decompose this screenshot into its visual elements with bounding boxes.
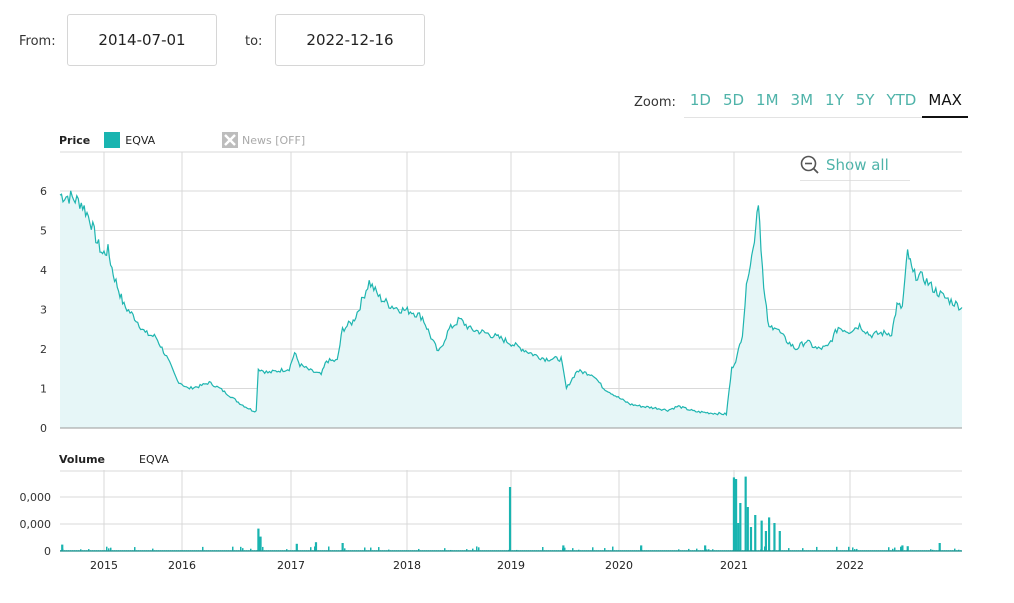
- zoom-selector: Zoom: 1D 5D 1M 3M 1Y 5Y YTD MAX: [634, 88, 968, 118]
- volume-bar: [906, 546, 909, 551]
- zoom-5y-button[interactable]: 5Y: [849, 91, 881, 118]
- x-axis-year-label: 2019: [497, 559, 525, 572]
- zoom-1m-button[interactable]: 1M: [750, 91, 785, 118]
- volume-bar: [739, 503, 742, 551]
- price-y-tick: 1: [40, 383, 47, 396]
- volume-bar: [754, 515, 757, 551]
- volume-bar: [562, 545, 565, 551]
- volume-bar: [640, 545, 643, 551]
- price-line: [59, 190, 963, 417]
- volume-bar: [938, 543, 941, 551]
- zoom-1d-button[interactable]: 1D: [683, 91, 717, 118]
- volume-bar: [778, 531, 781, 551]
- volume-bar: [341, 543, 344, 551]
- volume-bar: [760, 520, 763, 551]
- volume-bar: [746, 507, 749, 551]
- volume-bar: [314, 542, 318, 551]
- volume-bar: [295, 543, 298, 551]
- price-y-tick: 5: [40, 225, 47, 238]
- volume-bar: [508, 487, 512, 551]
- x-axis-year-label: 2020: [605, 559, 633, 572]
- price-area-fill: [60, 190, 962, 428]
- from-date-input[interactable]: 2014-07-01: [67, 14, 217, 66]
- news-toggle-label: News [OFF]: [242, 133, 306, 147]
- volume-bar: [259, 536, 262, 551]
- volume-bar: [744, 476, 747, 551]
- volume-bar: [61, 544, 64, 551]
- x-axis-year-label: 2021: [720, 559, 748, 572]
- volume-bar: [257, 528, 260, 551]
- volume-bar: [764, 531, 768, 551]
- series-color-swatch[interactable]: [104, 132, 121, 148]
- price-y-tick: 3: [40, 304, 47, 317]
- price-legend: Price EQVA: [59, 132, 155, 148]
- price-y-tick: 2: [40, 343, 47, 356]
- zoom-ytd-button[interactable]: YTD: [880, 91, 923, 118]
- news-toggle[interactable]: News [OFF]: [222, 132, 305, 148]
- volume-legend: Volume EQVA: [59, 453, 169, 466]
- volume-y-tick: 0,000: [20, 491, 52, 504]
- volume-bar: [773, 523, 776, 551]
- zoom-1y-button[interactable]: 1Y: [819, 91, 850, 118]
- volume-bar: [732, 477, 736, 551]
- from-label: From:: [19, 34, 56, 49]
- x-axis-year-label: 2016: [168, 559, 196, 572]
- show-all-label: Show all: [826, 156, 889, 174]
- volume-bar: [768, 517, 771, 551]
- zoom-3m-button[interactable]: 3M: [784, 91, 820, 118]
- volume-y-tick: 0: [44, 545, 51, 558]
- volume-bar: [734, 479, 738, 551]
- zoom-label: Zoom:: [634, 95, 676, 110]
- volume-legend-title: Volume: [59, 453, 105, 466]
- volume-bar: [901, 545, 904, 551]
- zoom-out-icon: [800, 155, 819, 174]
- to-label: to:: [245, 34, 263, 49]
- x-axis-year-label: 2018: [393, 559, 421, 572]
- price-y-tick: 6: [40, 185, 47, 198]
- price-legend-series[interactable]: EQVA: [125, 133, 156, 147]
- news-off-icon: [222, 132, 238, 148]
- price-y-tick: 4: [40, 264, 47, 277]
- zoom-5d-button[interactable]: 5D: [716, 91, 751, 118]
- volume-y-tick: 0,000: [20, 518, 52, 531]
- to-date-input[interactable]: 2022-12-16: [275, 14, 425, 66]
- price-y-tick: 0: [40, 422, 47, 435]
- volume-bar: [704, 545, 707, 551]
- x-axis-year-label: 2022: [836, 559, 864, 572]
- price-legend-title: Price: [59, 133, 91, 147]
- volume-bar: [737, 523, 740, 551]
- volume-legend-series: EQVA: [139, 453, 169, 466]
- zoom-max-button[interactable]: MAX: [922, 91, 968, 118]
- x-axis-year-label: 2015: [90, 559, 118, 572]
- x-axis-year-label: 2017: [277, 559, 305, 572]
- show-all-button[interactable]: Show all: [800, 150, 910, 181]
- volume-bar: [749, 527, 753, 551]
